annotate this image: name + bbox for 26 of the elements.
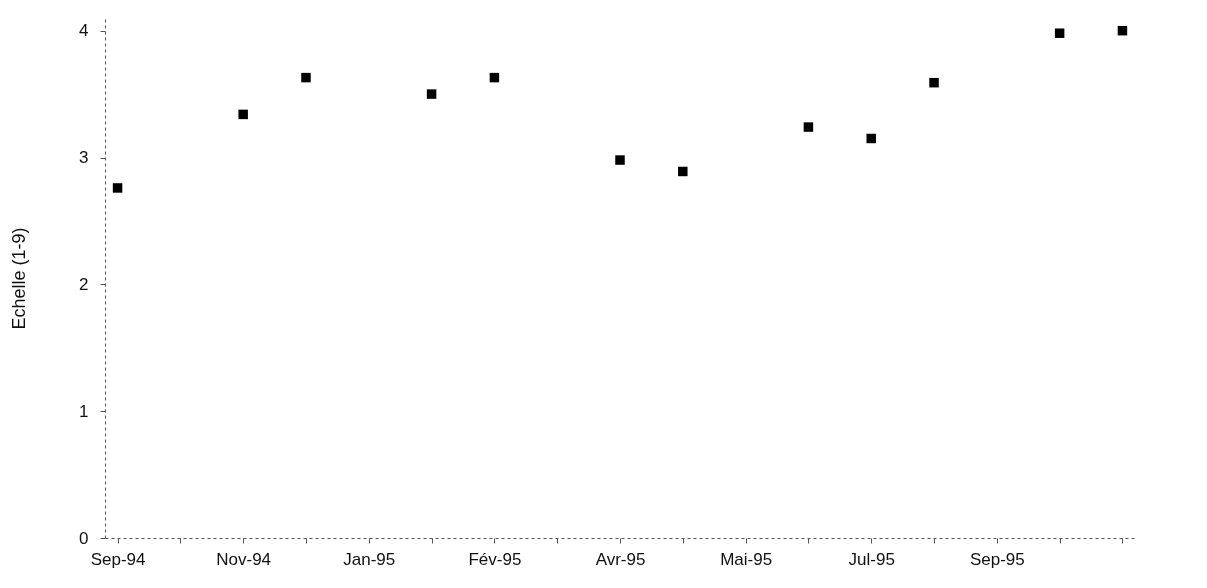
x-tick-label: Jul-95 (848, 549, 895, 569)
point (112, 183, 123, 193)
y-axis-title: Echelle (1-9) (9, 227, 30, 330)
point (238, 109, 248, 120)
point (929, 77, 939, 88)
x-tick-label: Sep-94 (90, 549, 146, 569)
point (803, 122, 814, 132)
point (615, 155, 625, 165)
x-tick-label: Nov-94 (216, 549, 272, 569)
x-tick-label: Jan-95 (343, 549, 396, 569)
x-tick-label: Sep-95 (969, 549, 1025, 569)
y-tick-label: 0 (79, 528, 89, 548)
x-tick-label: Avr-95 (595, 549, 646, 569)
y-tick-label: 1 (79, 401, 89, 421)
point (1054, 28, 1065, 38)
point (301, 72, 311, 83)
x-tick-label: Mai-95 (720, 549, 773, 569)
point (426, 89, 437, 99)
x-tick-label: Fév-95 (468, 549, 522, 569)
point (1117, 25, 1128, 36)
point (489, 72, 500, 83)
y-tick-label: 3 (79, 148, 89, 168)
point (678, 166, 688, 177)
y-tick-label: 2 (79, 274, 89, 294)
y-tick-label: 4 (79, 21, 89, 41)
point (866, 133, 876, 144)
